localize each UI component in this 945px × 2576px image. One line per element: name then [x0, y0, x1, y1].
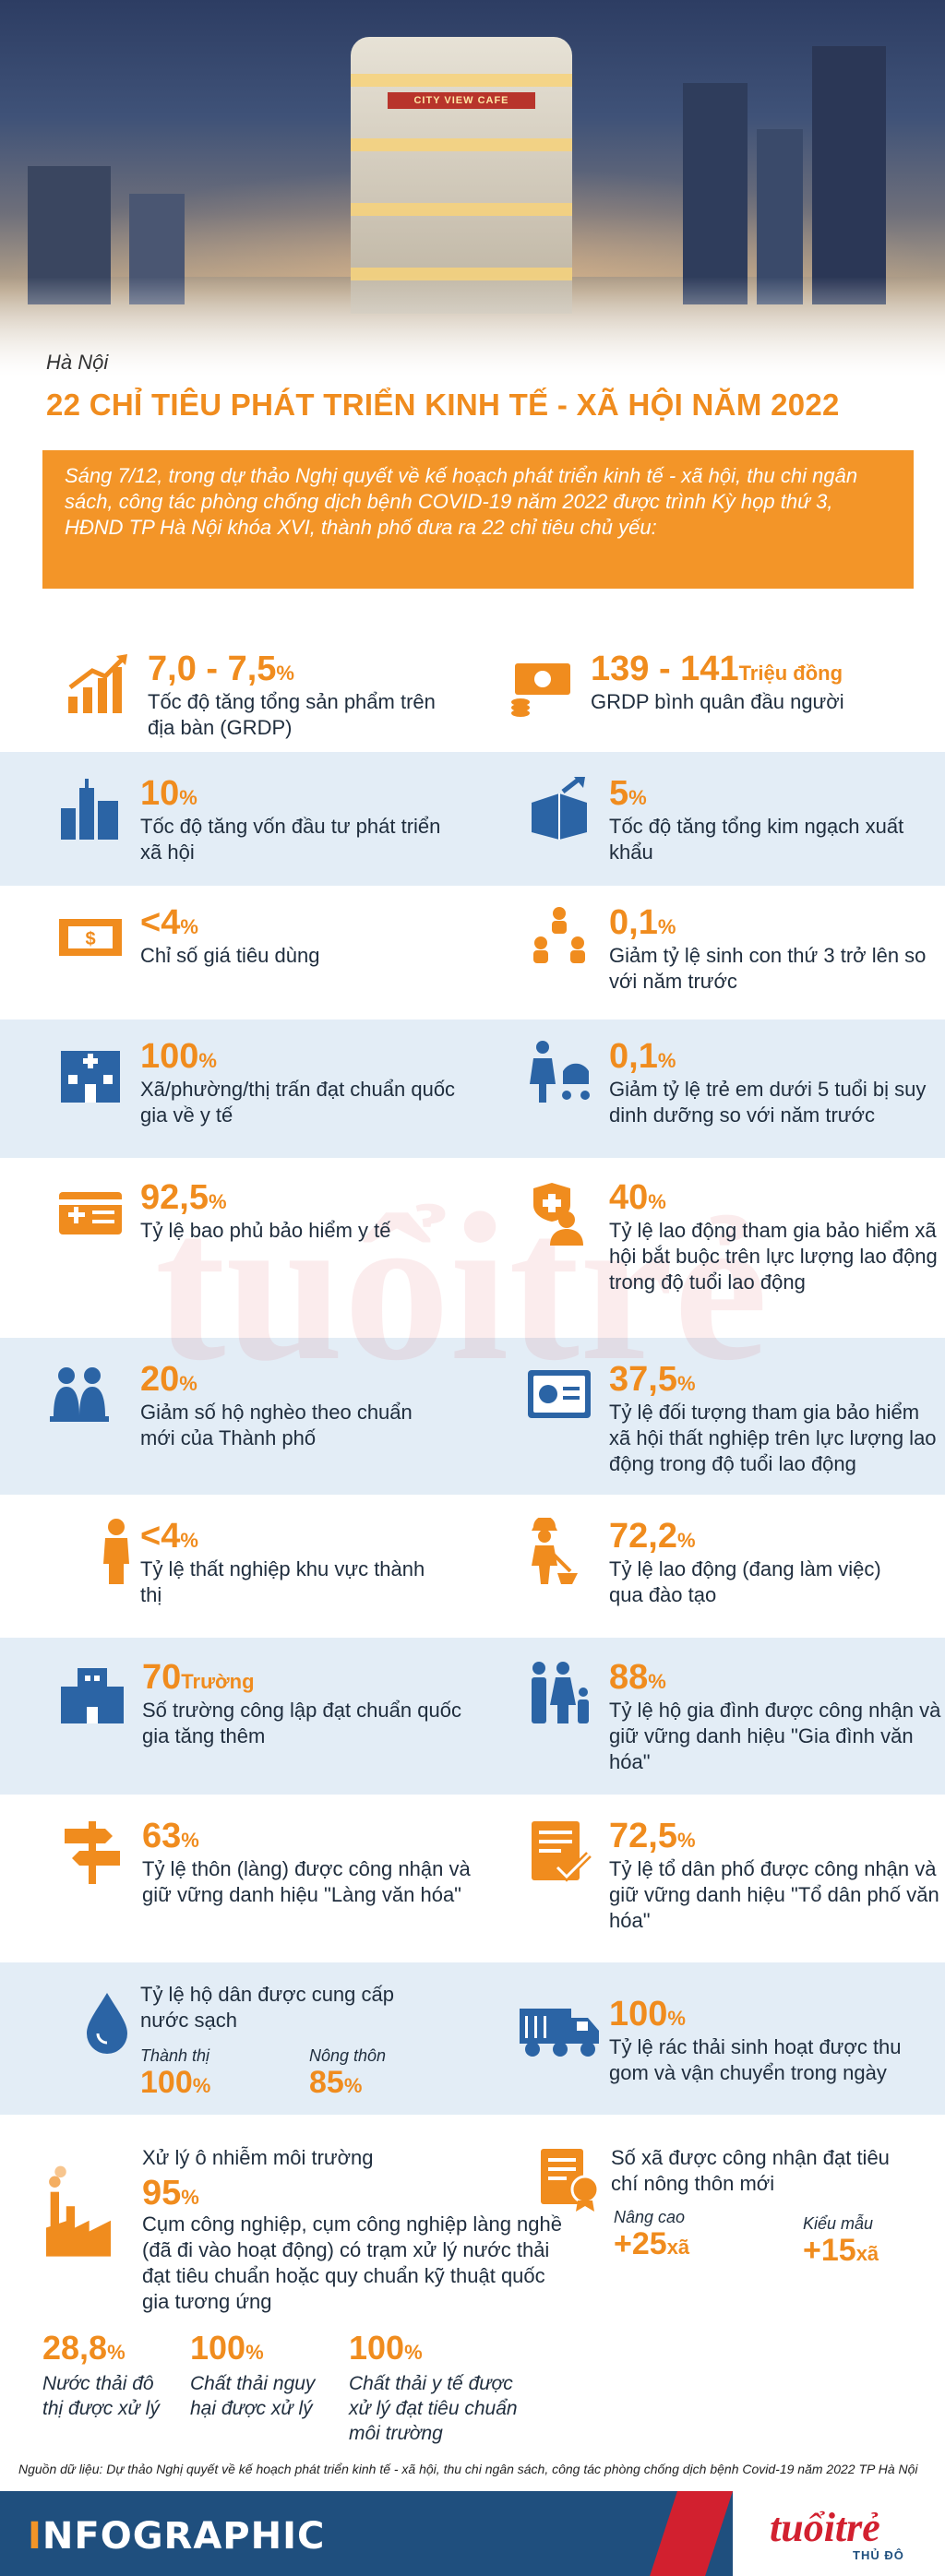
urban-water-label: Thành thị	[140, 2046, 210, 2065]
signpost-icon	[65, 1821, 120, 1884]
svg-text:$: $	[85, 929, 95, 949]
rural-advanced-value: +25xã	[614, 2226, 690, 2261]
rural-water-label: Nông thôn	[309, 2046, 387, 2065]
tuoitre-logo[interactable]: tuổitrẻ THỦ ĐÔ	[733, 2491, 945, 2576]
band-bg	[0, 1338, 945, 1495]
hospital-icon	[61, 1051, 120, 1103]
poor-household-icon	[50, 1367, 109, 1422]
city-buildings-icon	[61, 779, 118, 840]
footer-bar: INFOGRAPHIC tuổitrẻ THỦ ĐÔ	[0, 2491, 945, 2576]
worker-icon	[532, 1518, 578, 1584]
rural-water-value: 85%	[309, 2065, 363, 2100]
rural-advanced-label: Nâng cao	[614, 2208, 686, 2226]
garbage-truck-icon	[520, 2009, 599, 2057]
page-title: 22 CHỈ TIÊU PHÁT TRIỂN KINH TẾ - XÃ HỘI …	[46, 388, 840, 422]
skyline-building	[757, 129, 803, 304]
watermark-logo: tuổitrẻ	[154, 1169, 769, 1404]
school-icon	[61, 1668, 124, 1723]
rural-model-value: +15xã	[803, 2233, 879, 2268]
hero-fade	[0, 277, 945, 388]
social-insurance-icon	[533, 1183, 583, 1246]
sub-urban-wastewater: 28,8% Nước thải đô thị được xử lý	[42, 2329, 160, 2420]
skyline-building	[812, 46, 886, 304]
band-bg	[0, 1638, 945, 1795]
skyline-building	[683, 83, 748, 304]
jobless-person-icon	[103, 1519, 129, 1584]
unemployment-insurance-card-icon	[528, 1370, 591, 1418]
health-insurance-card-icon	[59, 1192, 122, 1234]
certificate-icon	[541, 2149, 600, 2212]
urban-water-value: 100%	[140, 2065, 211, 2100]
export-box-icon	[532, 777, 587, 840]
family-icon	[532, 1662, 589, 1723]
city-view-building	[351, 37, 572, 314]
band-bg	[0, 752, 945, 886]
cafe-sign: CITY VIEW CAFE	[388, 92, 535, 109]
water-drop-icon	[87, 1993, 127, 2054]
factory-icon	[46, 2165, 111, 2257]
family-children-icon	[533, 907, 585, 963]
rural-model-label: Kiểu mẫu	[803, 2214, 874, 2233]
source-note: Nguồn dữ liệu: Dự thảo Nghị quyết về kế …	[18, 2462, 918, 2476]
hero-photo: CITY VIEW CAFE	[0, 0, 945, 388]
sub-hazardous-waste: 100% Chất thải nguy hại được xử lý	[190, 2329, 316, 2420]
banknote-icon: $	[59, 919, 122, 956]
money-stack-icon	[511, 663, 570, 717]
band-bg	[0, 1020, 945, 1158]
infographic-brand: INFOGRAPHIC	[28, 2515, 326, 2558]
growth-chart-icon	[68, 654, 127, 713]
checklist-icon	[532, 1821, 592, 1882]
sub-medical-waste: 100% Chất thải y tế được xử lý đạt tiêu …	[349, 2329, 518, 2445]
mother-stroller-icon	[530, 1041, 590, 1103]
footer-slash	[650, 2491, 733, 2576]
intro-box: Sáng 7/12, trong dự thảo Nghị quyết về k…	[42, 450, 914, 589]
location-kicker: Hà Nội	[46, 351, 109, 374]
band-bg	[0, 1962, 945, 2115]
